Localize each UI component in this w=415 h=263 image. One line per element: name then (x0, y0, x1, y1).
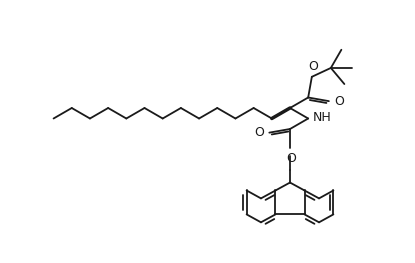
Text: O: O (286, 152, 296, 165)
Text: O: O (334, 95, 344, 108)
Text: O: O (254, 126, 264, 139)
Text: O: O (308, 60, 318, 73)
Text: NH: NH (313, 111, 332, 124)
